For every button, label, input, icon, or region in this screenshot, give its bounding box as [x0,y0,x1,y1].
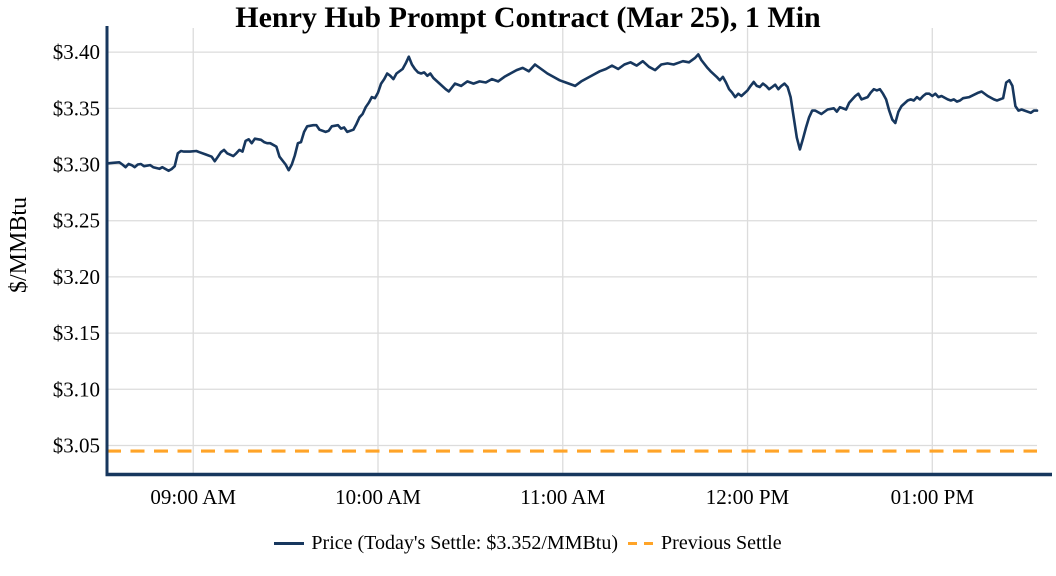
y-axis-label: $/MMBtu [6,197,32,293]
y-tick-label: $3.05 [53,433,100,457]
x-tick-label: 10:00 AM [335,485,421,509]
legend-item-price: Price (Today's Settle: $3.352/MMBtu) [274,532,618,555]
previous-settle-dash-swatch [628,541,655,545]
x-tick-label: 09:00 AM [150,485,236,509]
legend-item-previous-settle: Previous Settle [628,532,782,555]
chart-title: Henry Hub Prompt Contract (Mar 25), 1 Mi… [235,1,821,34]
axes [105,26,1052,477]
price-legend-label: Price (Today's Settle: $3.352/MMBtu) [311,531,619,554]
y-tick-label: $3.30 [53,153,100,177]
y-tick-label: $3.25 [53,209,100,233]
legend: Price (Today's Settle: $3.352/MMBtu) Pre… [0,527,1056,559]
price-line-series [105,53,1039,173]
x-tick-label: 01:00 PM [891,485,975,509]
x-tick-label: 12:00 PM [706,485,790,509]
price-line-group [105,53,1039,173]
y-tick-label: $3.35 [53,96,100,120]
price-line-swatch [274,541,305,545]
y-tick-label: $3.40 [53,40,100,64]
x-tick-labels: 09:00 AM 10:00 AM 11:00 AM 12:00 PM 01:00 PM [150,485,974,509]
gridlines [107,28,1037,473]
previous-settle-legend-label: Previous Settle [661,531,782,554]
y-tick-labels: $3.40 $3.35 $3.30 $3.25 $3.20 $3.15 $3.10 $3.05 [53,40,100,457]
y-tick-label: $3.10 [53,377,100,401]
y-tick-label: $3.20 [53,265,100,289]
y-tick-label: $3.15 [53,321,100,345]
x-tick-label: 11:00 AM [520,485,605,509]
